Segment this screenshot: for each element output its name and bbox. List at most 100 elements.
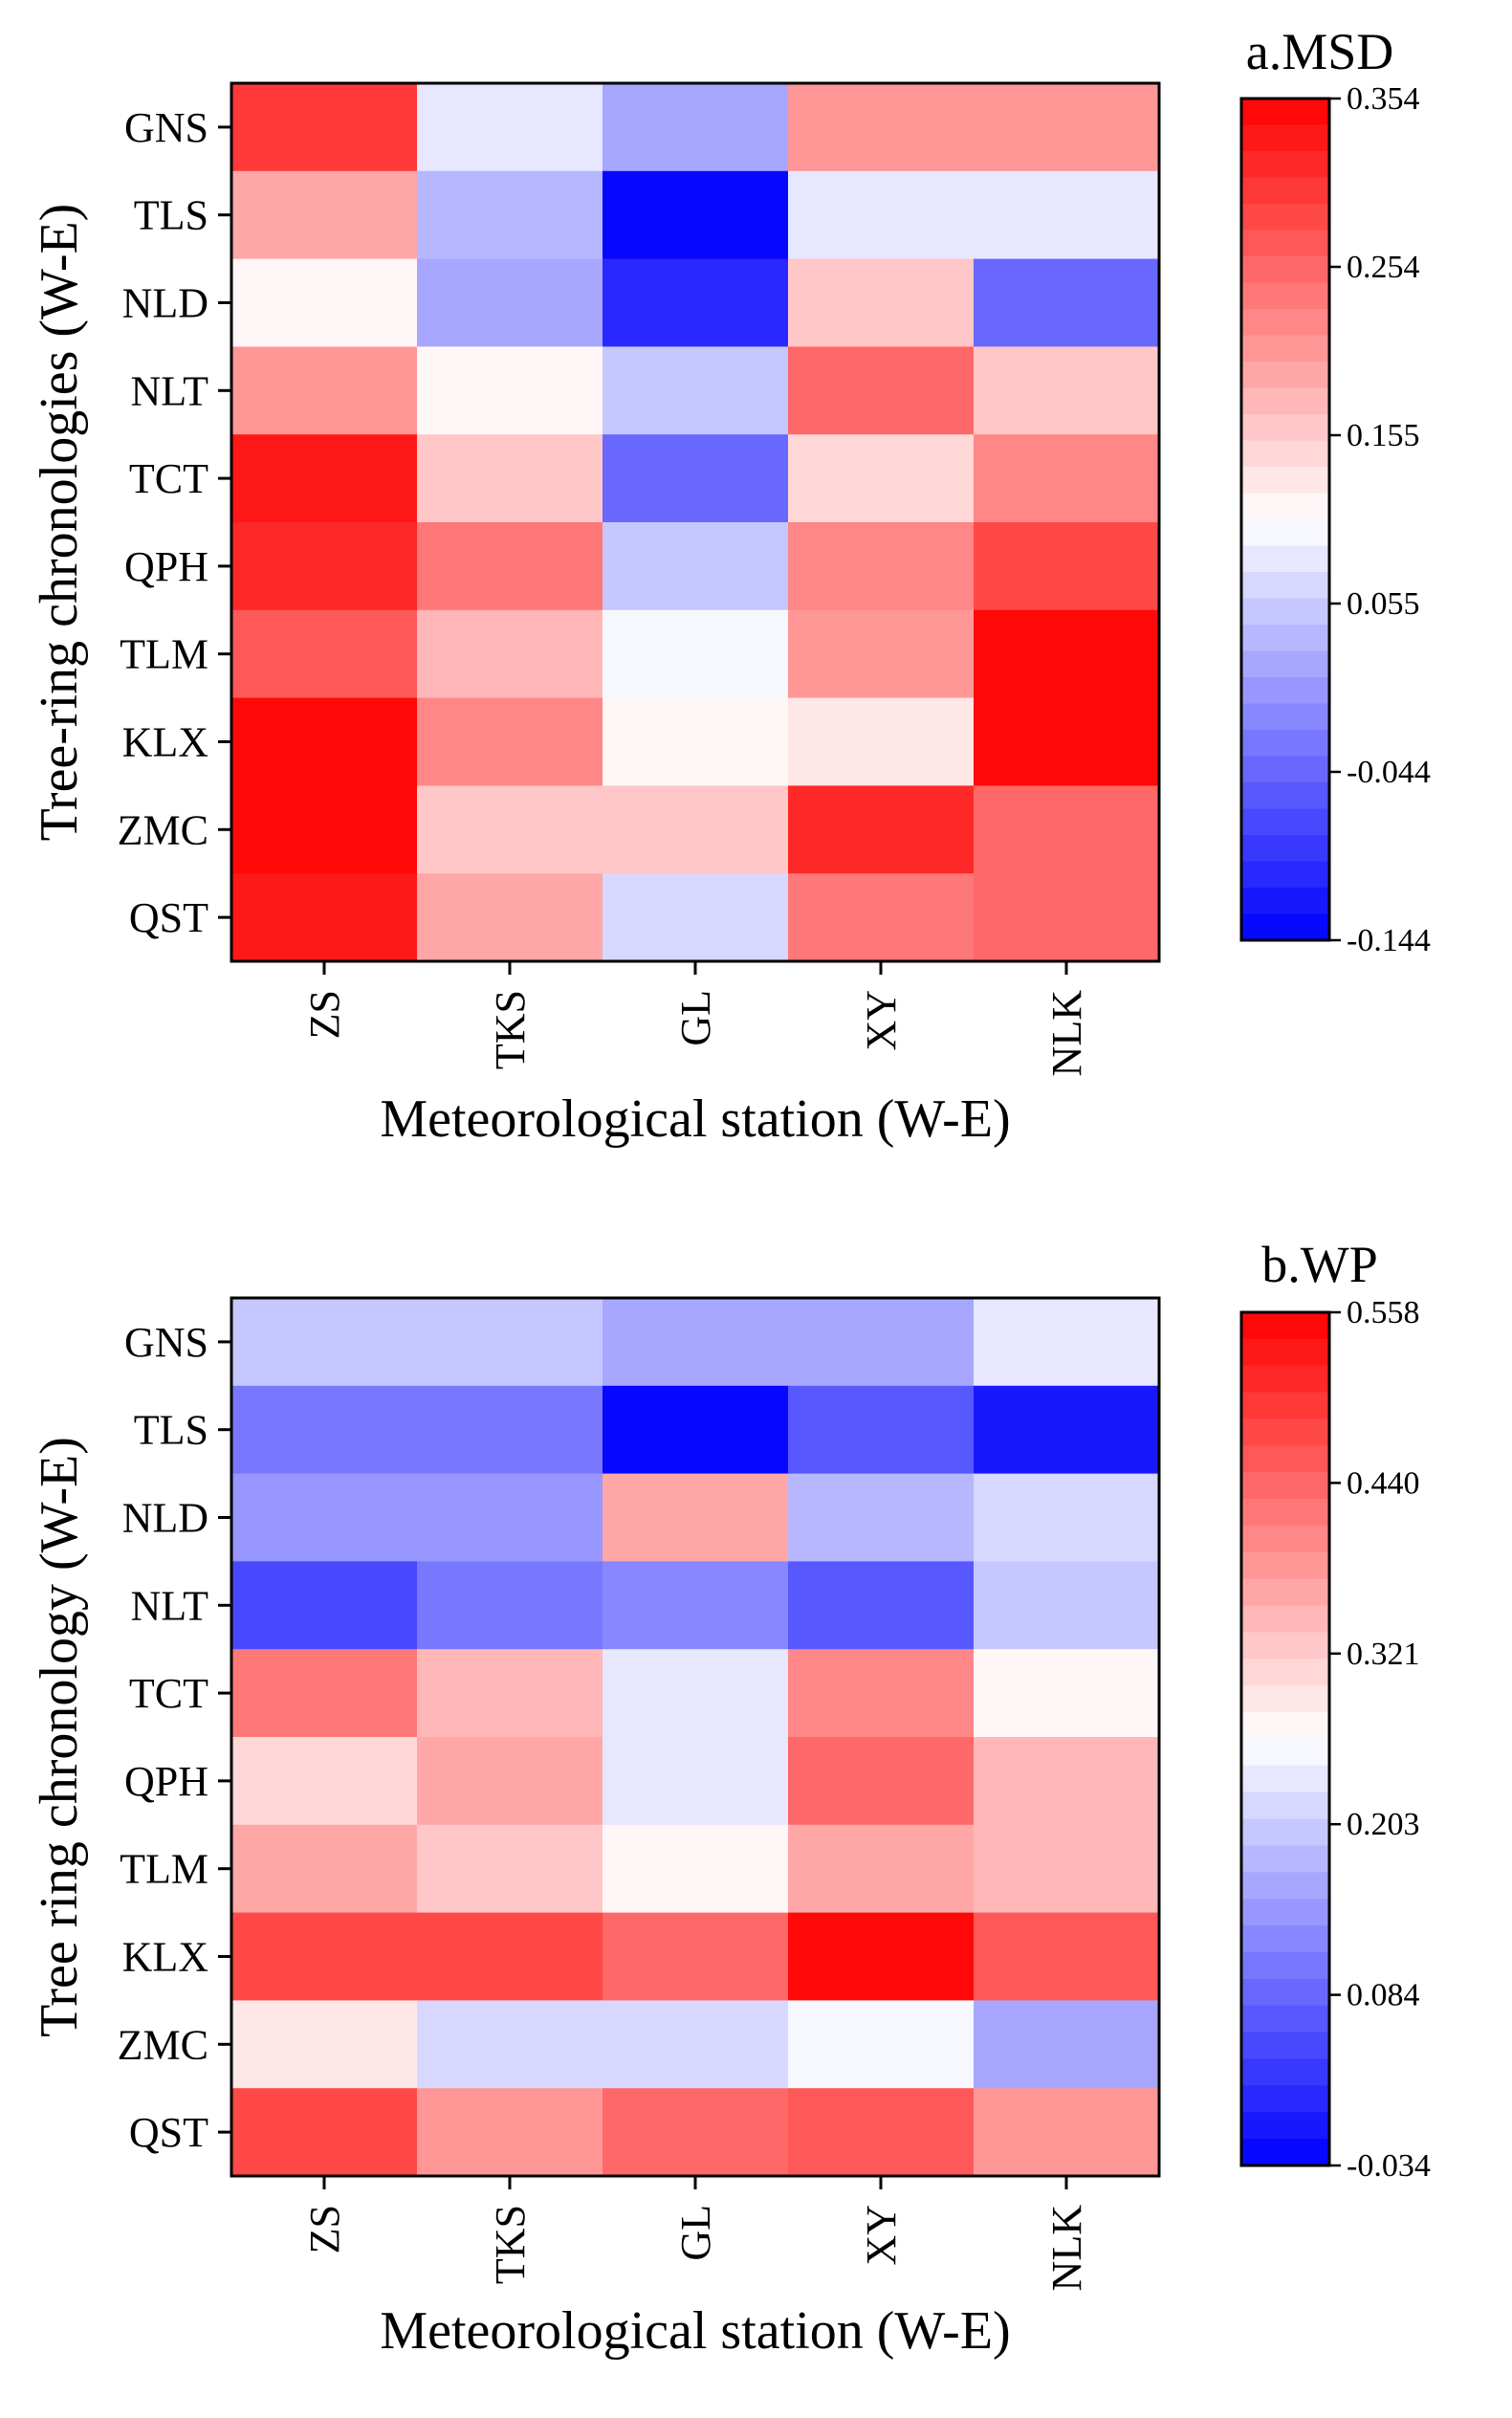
- y-tick-label: NLT: [131, 1582, 209, 1629]
- y-ticks-msd: GNS TLS NLD NLT TCT QPH TLM KLX ZMC QST: [118, 104, 231, 941]
- colorbar-swatch: [1241, 677, 1329, 705]
- y-axis-title-wp: Tree ring chronology (W-E): [30, 1437, 89, 2037]
- heatmap-cell-wp: [788, 2000, 975, 2089]
- colorbar-tick-label: 0.321: [1347, 1637, 1420, 1672]
- colorbar-swatch: [1241, 756, 1329, 783]
- heatmap-cell-wp: [417, 1561, 603, 1650]
- y-tick-label: QPH: [124, 1758, 208, 1805]
- heatmap-cell-msd: [974, 609, 1160, 699]
- heatmap-cell-wp: [417, 1649, 603, 1738]
- heatmap-cell-msd: [603, 609, 789, 699]
- colorbar-swatch: [1241, 1338, 1329, 1367]
- colorbar-swatch: [1241, 204, 1329, 231]
- heatmap-cell-wp: [231, 1473, 418, 1562]
- colorbar-swatch: [1241, 282, 1329, 310]
- panel-wp: b.WP GNS TLS NLD NLT TCT QPH TLM KLX ZMC QST ZS TK…: [30, 1236, 1431, 2361]
- heatmap-cell-wp: [603, 1737, 789, 1826]
- heatmap-cell-wp: [788, 1824, 975, 1914]
- heatmap-cell-msd: [974, 785, 1160, 874]
- x-tick-label: NLK: [1043, 2205, 1090, 2292]
- heatmap-cell-msd: [603, 83, 789, 172]
- x-axis-title-msd: Meteorological station (W-E): [380, 1089, 1010, 1149]
- heatmap-cell-msd: [974, 697, 1160, 786]
- colorbar-swatch: [1241, 1472, 1329, 1500]
- colorbar-msd: 0.354 0.254 0.155 0.055 -0.044 -0.144: [1239, 81, 1431, 958]
- colorbar-tick-label: 0.558: [1347, 1295, 1420, 1330]
- heatmap-cell-wp: [231, 2000, 418, 2089]
- colorbar-swatch: [1241, 808, 1329, 836]
- y-tick-label: QST: [129, 2109, 208, 2156]
- colorbar-swatch: [1241, 1578, 1329, 1607]
- heatmap-cell-wp: [417, 1473, 603, 1562]
- heatmap-cell-wp: [417, 1385, 603, 1475]
- colorbar-swatch: [1241, 2058, 1329, 2086]
- heatmap-cell-wp: [417, 1912, 603, 2001]
- y-tick-label: TLS: [134, 192, 208, 239]
- colorbar-swatch: [1241, 782, 1329, 810]
- heatmap-cell-wp: [231, 1824, 418, 1914]
- panel-title-wp: b.WP: [1261, 1236, 1378, 1293]
- heatmap-cell-msd: [231, 83, 418, 172]
- colorbar-swatch: [1241, 1659, 1329, 1686]
- heatmap-cell-wp: [231, 1912, 418, 2001]
- colorbar-tick-label: 0.055: [1347, 586, 1420, 622]
- heatmap-cell-wp: [788, 1912, 975, 2001]
- heatmap-cell-msd: [417, 434, 603, 523]
- heatmap-cell-msd: [788, 609, 975, 699]
- colorbar-swatch: [1241, 1925, 1329, 1953]
- colorbar-swatch: [1241, 124, 1329, 152]
- colorbar-swatch: [1241, 888, 1329, 915]
- heatmap-cell-msd: [417, 258, 603, 347]
- y-ticks-wp: GNS TLS NLD NLT TCT QPH TLM KLX ZMC QST: [118, 1319, 231, 2156]
- heatmap-cell-msd: [788, 346, 975, 435]
- colorbar-swatch: [1241, 1792, 1329, 1820]
- x-tick-label: TKS: [487, 2205, 534, 2284]
- colorbar-swatch: [1241, 1952, 1329, 1980]
- colorbar-swatch: [1241, 1526, 1329, 1553]
- colorbar-swatch: [1241, 1978, 1329, 2007]
- colorbar-tick-label: -0.034: [1347, 2148, 1431, 2184]
- colorbar-swatch: [1241, 2005, 1329, 2033]
- colorbar-swatch: [1241, 519, 1329, 547]
- heatmap-cell-msd: [231, 346, 418, 435]
- heatmap-cell-wp: [231, 1649, 418, 1738]
- heatmap-cell-wp: [417, 1737, 603, 1826]
- heatmap-cell-msd: [417, 522, 603, 611]
- heatmap-cell-wp: [417, 1298, 603, 1387]
- colorbar-swatch: [1241, 1551, 1329, 1580]
- x-tick-label: XY: [858, 990, 905, 1051]
- heatmap-cell-msd: [417, 873, 603, 962]
- x-axis-title-wp: Meteorological station (W-E): [380, 2301, 1010, 2361]
- heatmap-cell-msd: [974, 873, 1160, 962]
- colorbar-swatch: [1241, 230, 1329, 257]
- colorbar-swatch: [1241, 1899, 1329, 1926]
- colorbar-swatch: [1241, 1365, 1329, 1394]
- y-tick-label: ZMC: [118, 806, 208, 853]
- colorbar-tick-label: 0.084: [1347, 1978, 1420, 2013]
- heatmap-cell-msd: [603, 434, 789, 523]
- heatmap-cell-msd: [974, 83, 1160, 172]
- y-tick-label: QPH: [124, 543, 208, 590]
- colorbar-swatch: [1241, 2032, 1329, 2060]
- colorbar-swatch: [1241, 703, 1329, 731]
- colorbar-swatch: [1241, 861, 1329, 889]
- heatmap-cell-msd: [788, 434, 975, 523]
- x-ticks-msd: ZS TKS GL XY NLK: [301, 961, 1090, 1076]
- heatmap-cell-msd: [231, 170, 418, 260]
- heatmap-cell-msd: [788, 522, 975, 611]
- colorbar-swatch: [1241, 2139, 1329, 2166]
- colorbar-swatch: [1241, 1418, 1329, 1446]
- heatmap-cell-msd: [603, 697, 789, 786]
- colorbar-swatch: [1241, 362, 1329, 389]
- heatmap-cell-msd: [417, 609, 603, 699]
- heatmap-cell-msd: [788, 170, 975, 260]
- heatmap-cell-msd: [788, 83, 975, 172]
- colorbar-swatch: [1241, 598, 1329, 626]
- y-tick-label: KLX: [122, 719, 208, 766]
- heatmap-cell-msd: [974, 170, 1160, 260]
- colorbar-swatch: [1241, 572, 1329, 600]
- colorbar-swatch: [1241, 387, 1329, 415]
- heatmap-cell-msd: [417, 697, 603, 786]
- heatmap-cell-msd: [788, 785, 975, 874]
- heatmap-cell-wp: [231, 1385, 418, 1475]
